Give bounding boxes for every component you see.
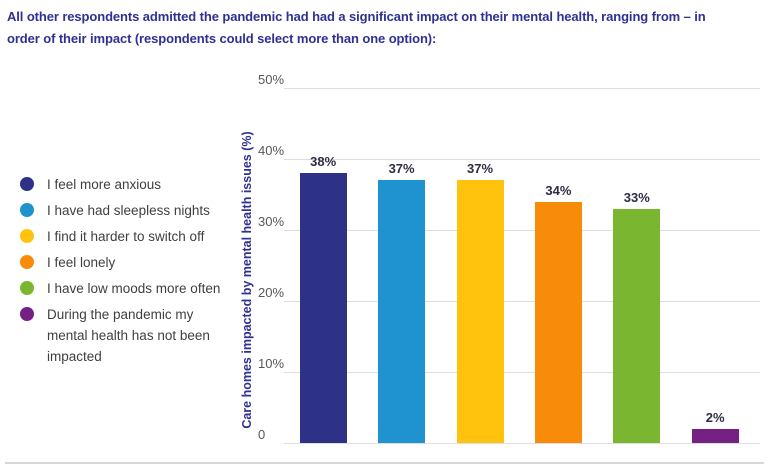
gridline [284, 159, 760, 160]
legend-item-label: I have low moods more often [47, 281, 221, 296]
legend-item-2: I have had sleepless nights [20, 200, 220, 221]
legend-item-5: I have low moods more often [20, 278, 220, 299]
y-axis-tick-label: 10% [258, 356, 285, 371]
gridline [284, 301, 760, 302]
bar-1 [299, 173, 347, 443]
gridline [284, 88, 760, 89]
bar-4 [534, 201, 582, 443]
chart-legend: I feel more anxious I have had sleepless … [20, 174, 220, 372]
gridline [284, 443, 760, 444]
legend-swatch-icon [20, 203, 34, 217]
bar-2 [378, 180, 426, 443]
legend-swatch-icon [20, 177, 34, 191]
legend-item-label: During the pandemic my mental health has … [47, 307, 210, 364]
y-axis-tick-label: 0 [258, 427, 266, 442]
bar-value-label: 34% [545, 182, 572, 198]
bar-value-label: 37% [466, 161, 494, 177]
gridline [284, 372, 760, 373]
bar-value-label: 33% [623, 189, 650, 205]
bar-value-label: 37% [388, 161, 415, 177]
legend-swatch-icon [20, 307, 34, 321]
y-axis-tick-label: 50% [258, 72, 285, 87]
caption-line-2: order of their impact (respondents could… [7, 31, 437, 46]
bar-3 [456, 180, 504, 443]
legend-swatch-icon [20, 281, 34, 295]
legend-swatch-icon [20, 255, 34, 269]
gridline [284, 230, 760, 231]
bar-5 [613, 208, 661, 443]
legend-item-3: I find it harder to switch off [20, 226, 220, 247]
bar-value-label: 2% [705, 409, 725, 425]
y-axis-tick-label: 40% [258, 143, 285, 158]
legend-swatch-icon [20, 229, 34, 243]
legend-item-label: I feel lonely [47, 255, 116, 270]
caption-line-1: All other respondents admitted the pande… [7, 9, 706, 24]
legend-item-6: During the pandemic my mental health has … [20, 304, 220, 367]
legend-item-1: I feel more anxious [20, 174, 220, 195]
bar-value-label: 38% [310, 154, 337, 170]
plot-area: 38% 37% 37% 34% 33% 2% [284, 88, 760, 444]
legend-item-label: I feel more anxious [47, 177, 162, 192]
y-axis-title: Care homes impacted by mental health iss… [240, 131, 254, 429]
bar-6 [691, 428, 739, 443]
y-axis-tick-label: 30% [258, 214, 285, 229]
bottom-divider [5, 462, 764, 464]
figure-caption: All other respondents admitted the pande… [7, 6, 706, 50]
legend-item-label: I have had sleepless nights [47, 203, 210, 218]
y-axis-tick-label: 20% [258, 285, 285, 300]
legend-item-label: I find it harder to switch off [47, 229, 205, 244]
legend-item-4: I feel lonely [20, 252, 220, 273]
